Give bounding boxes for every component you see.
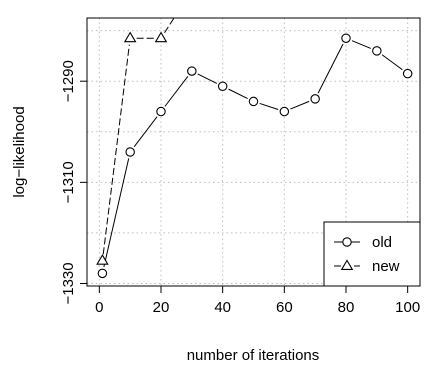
legend-box — [323, 221, 421, 287]
x-tick-label: 100 — [395, 299, 420, 316]
series-line-segment — [229, 0, 247, 2]
data-point-new — [279, 0, 290, 9]
data-point-old — [125, 147, 135, 157]
x-tick-label: 80 — [338, 299, 355, 316]
data-point-old — [279, 106, 290, 117]
y-tick-label: −1310 — [60, 161, 77, 203]
plot-frame — [86, 17, 421, 287]
data-point-new — [217, 0, 228, 1]
y-tick-label: −1290 — [60, 60, 77, 102]
data-point-old — [248, 96, 259, 107]
legend-label-old: old — [372, 234, 392, 251]
data-point-old — [341, 33, 351, 43]
x-tick-label: 0 — [95, 299, 103, 316]
series-new — [96, 0, 321, 265]
legend: old new — [323, 221, 421, 287]
series-line-segment — [164, 18, 175, 34]
series-line-segment — [290, 100, 310, 110]
data-point-old — [372, 46, 382, 56]
series-old — [97, 33, 413, 279]
y-axis-title: log−likelihood — [11, 106, 28, 197]
series-line-segment — [260, 3, 278, 4]
grid — [87, 18, 420, 286]
axes: 0 20 40 60 80 100 −1330 −1310 −1290 — [60, 60, 420, 316]
legend-marker-old — [342, 237, 352, 247]
series-line-segment — [164, 75, 189, 107]
data-point-new — [248, 0, 259, 6]
series-line-segment — [381, 54, 403, 71]
data-point-old — [310, 94, 320, 104]
series-line-segment — [291, 0, 309, 4]
data-point-new — [96, 254, 109, 265]
y-tick-label: −1330 — [60, 262, 77, 304]
series-line-segment — [103, 158, 130, 268]
x-tick-label: 60 — [276, 299, 293, 316]
series-line-segment — [102, 44, 130, 255]
data-point-old — [156, 106, 166, 117]
legend-label-new: new — [372, 258, 400, 275]
series-line-segment — [351, 40, 372, 49]
data-point-new — [154, 31, 168, 43]
x-tick-label: 20 — [153, 299, 170, 316]
series-line-segment — [228, 88, 248, 100]
legend-marker-new — [340, 259, 354, 271]
series-line-segment — [317, 43, 344, 94]
data-point-old — [217, 81, 228, 92]
series-line-segment — [197, 73, 218, 84]
series-line-segment — [133, 116, 158, 148]
data-point-old — [402, 68, 413, 79]
series-line-segment — [259, 102, 279, 110]
series-layer — [96, 0, 413, 279]
x-tick-label: 40 — [214, 299, 231, 316]
data-point-new — [123, 31, 137, 43]
data-point-old — [97, 268, 108, 279]
x-axis-title: number of iterations — [187, 347, 320, 364]
data-point-old — [187, 66, 197, 76]
data-point-new — [310, 0, 321, 1]
